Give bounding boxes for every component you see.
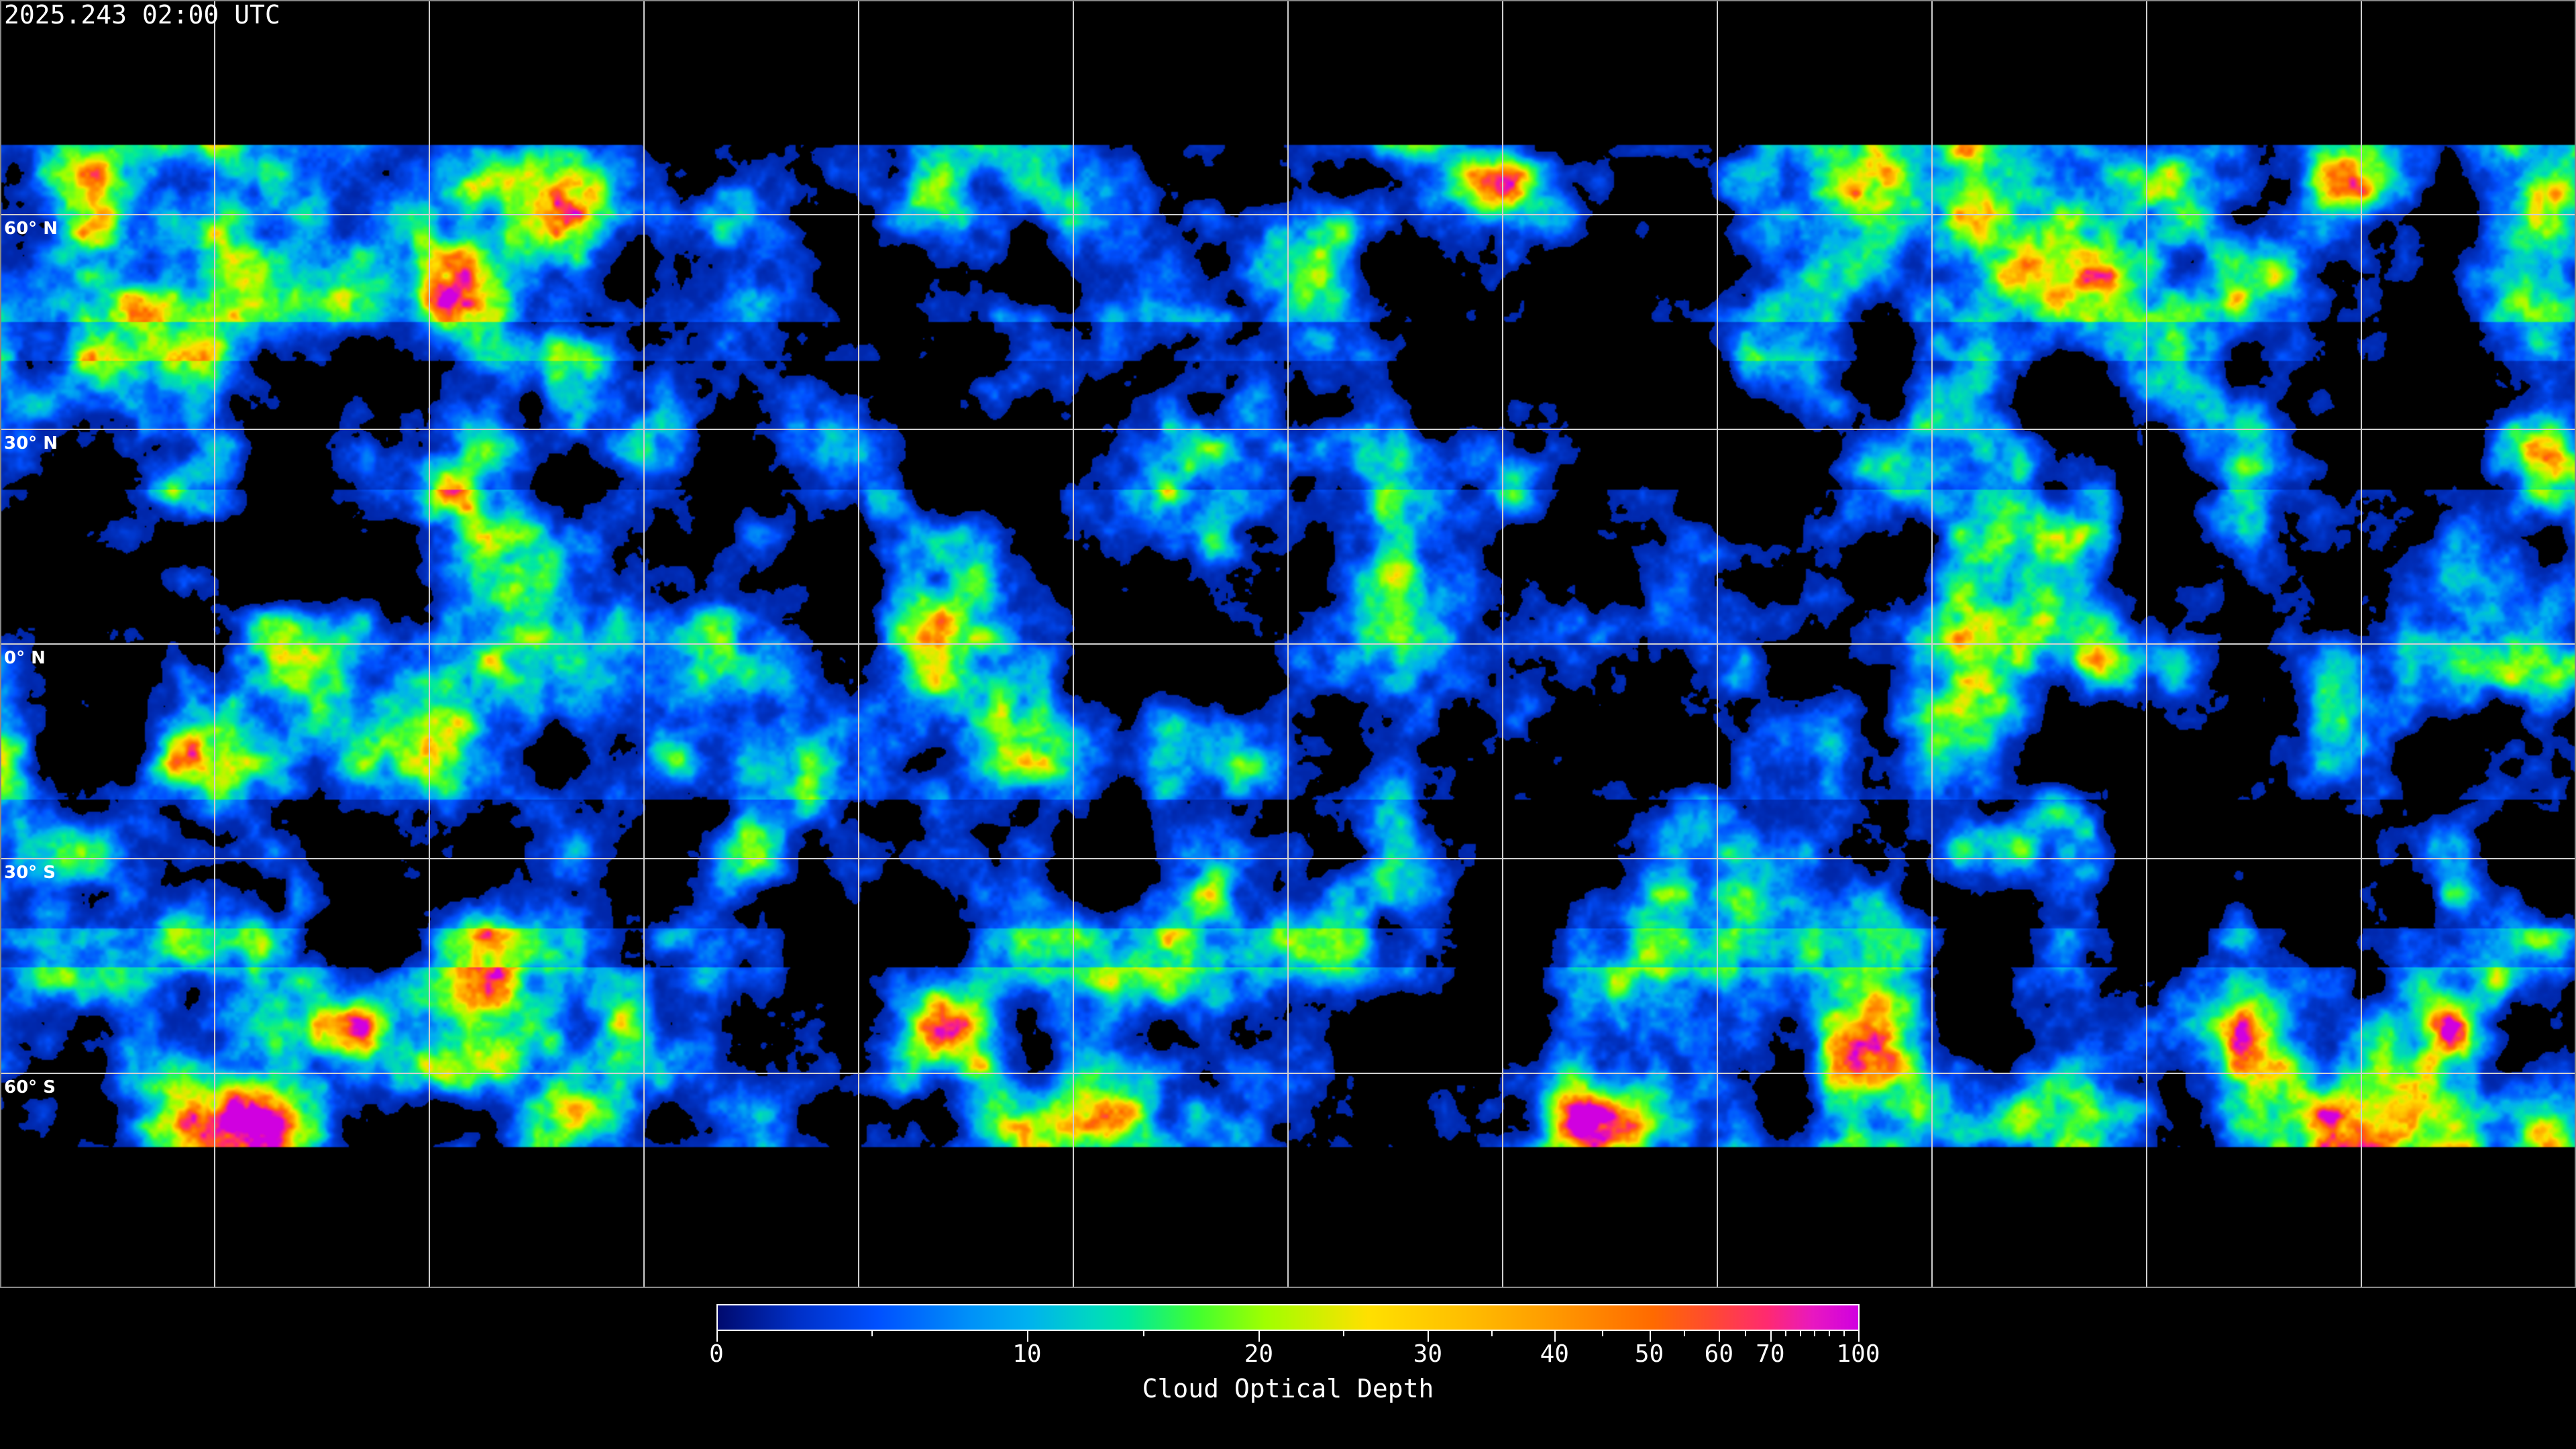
colorbar-tick-label: 30: [1413, 1340, 1443, 1368]
colorbar-major-tick: [716, 1331, 718, 1342]
lat-label-60n: 60° N: [4, 219, 58, 239]
colorbar-tick-label: 0: [709, 1340, 724, 1368]
colorbar-major-tick: [1770, 1331, 1772, 1342]
colorbar-tick-label: 40: [1540, 1340, 1569, 1368]
colorbar-major-tick: [1026, 1331, 1028, 1342]
lat-label-30s: 30° S: [4, 863, 56, 883]
colorbar-minor-tick: [1744, 1331, 1746, 1336]
lat-label-equator: 0° N: [4, 648, 46, 668]
colorbar-minor-tick: [1491, 1331, 1493, 1336]
cloud-optical-depth-map: [0, 0, 2576, 1288]
timestamp-label: 2025.243 02:00 UTC: [4, 0, 280, 30]
colorbar-tick-label: 60: [1704, 1340, 1734, 1368]
colorbar-minor-tick: [1814, 1331, 1816, 1336]
colorbar-major-tick: [1858, 1331, 1860, 1342]
colorbar-minor-tick: [1343, 1331, 1345, 1336]
graticule: [0, 0, 2576, 1288]
colorbar-minor-tick: [1843, 1331, 1845, 1336]
colorbar-minor-tick: [1799, 1331, 1801, 1336]
colorbar-title: Cloud Optical Depth: [1142, 1374, 1434, 1403]
colorbar-minor-tick: [1829, 1331, 1831, 1336]
colorbar-tick-label: 70: [1756, 1340, 1785, 1368]
colorbar-major-tick: [1649, 1331, 1651, 1342]
lat-label-30n: 30° N: [4, 433, 58, 453]
colorbar-minor-tick: [1601, 1331, 1603, 1336]
colorbar-minor-tick: [871, 1331, 873, 1336]
colorbar-minor-tick: [1784, 1331, 1786, 1336]
colorbar-tick-label: 100: [1836, 1340, 1880, 1368]
colorbar-minor-tick: [1684, 1331, 1686, 1336]
colorbar-major-tick: [1428, 1331, 1430, 1342]
colorbar-tick-label: 50: [1634, 1340, 1664, 1368]
lat-label-60s: 60° S: [4, 1077, 56, 1097]
colorbar-tick-label: 20: [1244, 1340, 1274, 1368]
colorbar-tick-label: 10: [1012, 1340, 1042, 1368]
colorbar-minor-tick: [1142, 1331, 1144, 1336]
colorbar: [716, 1304, 1860, 1331]
colorbar-major-tick: [1554, 1331, 1556, 1342]
map-border: [0, 0, 2576, 1288]
colorbar-major-tick: [1719, 1331, 1721, 1342]
colorbar-major-tick: [1258, 1331, 1260, 1342]
